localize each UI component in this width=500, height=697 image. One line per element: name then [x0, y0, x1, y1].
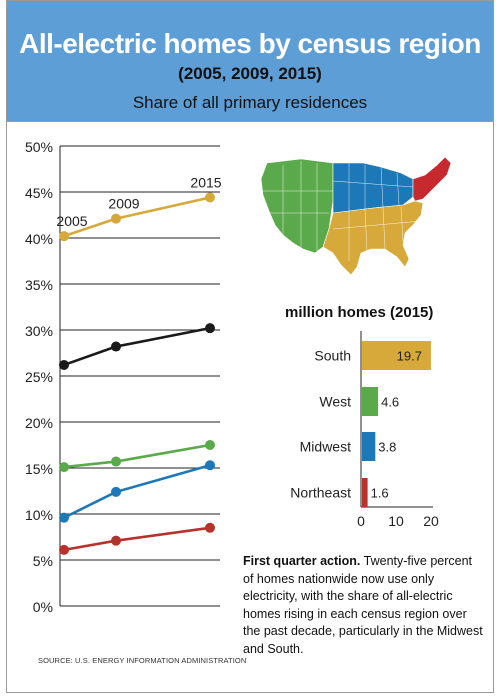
bar-value-label: 1.6 [371, 486, 389, 501]
y-tick-label: 50% [25, 139, 53, 155]
bar-chart-title: million homes (2015) [285, 304, 434, 321]
bar [362, 387, 379, 416]
series-line [63, 526, 211, 552]
data-point [59, 544, 69, 555]
bar [362, 432, 376, 461]
year-label: 2009 [108, 196, 139, 212]
bar-category-label: Northeast [290, 485, 351, 501]
y-tick-label: 5% [33, 553, 53, 569]
data-point [111, 535, 121, 546]
bar-category-label: West [319, 394, 351, 410]
y-tick-label: 20% [25, 415, 53, 431]
year-label: 2005 [56, 213, 87, 229]
data-point [111, 486, 121, 497]
data-point [111, 456, 121, 467]
series-line [63, 443, 211, 469]
y-tick-label: 40% [25, 231, 53, 247]
chart-years: (2005, 2009, 2015) [178, 64, 322, 83]
map-region-south [322, 200, 424, 276]
data-point [205, 460, 215, 471]
chart-title: All-electric homes by census region [19, 28, 481, 59]
caption-text: Twenty-five percent of homes nationwide … [243, 554, 483, 656]
map-region-northeast [412, 156, 452, 202]
chart-subtitle: Share of all primary residences [132, 93, 368, 112]
y-tick-label: 30% [25, 323, 53, 339]
year-label: 2015 [190, 175, 221, 191]
bar-value-label: 19.7 [397, 349, 422, 364]
bar-value-label: 4.6 [381, 395, 399, 410]
caption: First quarter action. Twenty-five percen… [243, 553, 483, 659]
y-tick-label: 10% [25, 507, 53, 523]
data-point [205, 323, 215, 334]
source-note: SOURCE: U.S. ENERGY INFORMATION ADMINIST… [38, 656, 247, 665]
data-point [111, 213, 121, 224]
x-tick-label: 20 [423, 513, 439, 529]
data-point [59, 462, 69, 473]
bar-category-label: South [314, 348, 351, 364]
data-point [205, 192, 215, 203]
line-chart: 0% 5% 10% 15% 20% 25% 30% 35% 40% 45% 50% 2005 2009 2… [25, 139, 222, 615]
bar-chart: South 19.7 West 4.6 Midwest 3.8 Northeast 1.6 0 1… [290, 331, 439, 529]
data-point [59, 512, 69, 523]
y-tick-label: 25% [25, 369, 53, 385]
bar-value-label: 3.8 [378, 440, 396, 455]
x-tick-label: 0 [357, 513, 365, 529]
infographic-frame: All-electric homes by census region (200… [6, 0, 494, 693]
data-point [59, 359, 69, 370]
data-point [205, 522, 215, 533]
data-point [111, 341, 121, 352]
bar-category-label: Midwest [300, 439, 351, 455]
y-tick-label: 0% [33, 599, 53, 615]
y-tick-label: 15% [25, 461, 53, 477]
x-tick-label: 10 [388, 513, 404, 529]
bar [362, 341, 431, 370]
y-tick-label: 35% [25, 277, 53, 293]
series-line [63, 326, 211, 367]
map-region-west [260, 158, 334, 254]
series-line [63, 463, 211, 519]
data-point [59, 231, 69, 242]
header-banner: All-electric homes by census region (200… [7, 1, 493, 122]
y-tick-label: 45% [25, 185, 53, 201]
us-census-region-map [260, 156, 452, 276]
data-point [205, 440, 215, 450]
bar [362, 478, 368, 507]
caption-lead: First quarter action. [243, 554, 361, 568]
